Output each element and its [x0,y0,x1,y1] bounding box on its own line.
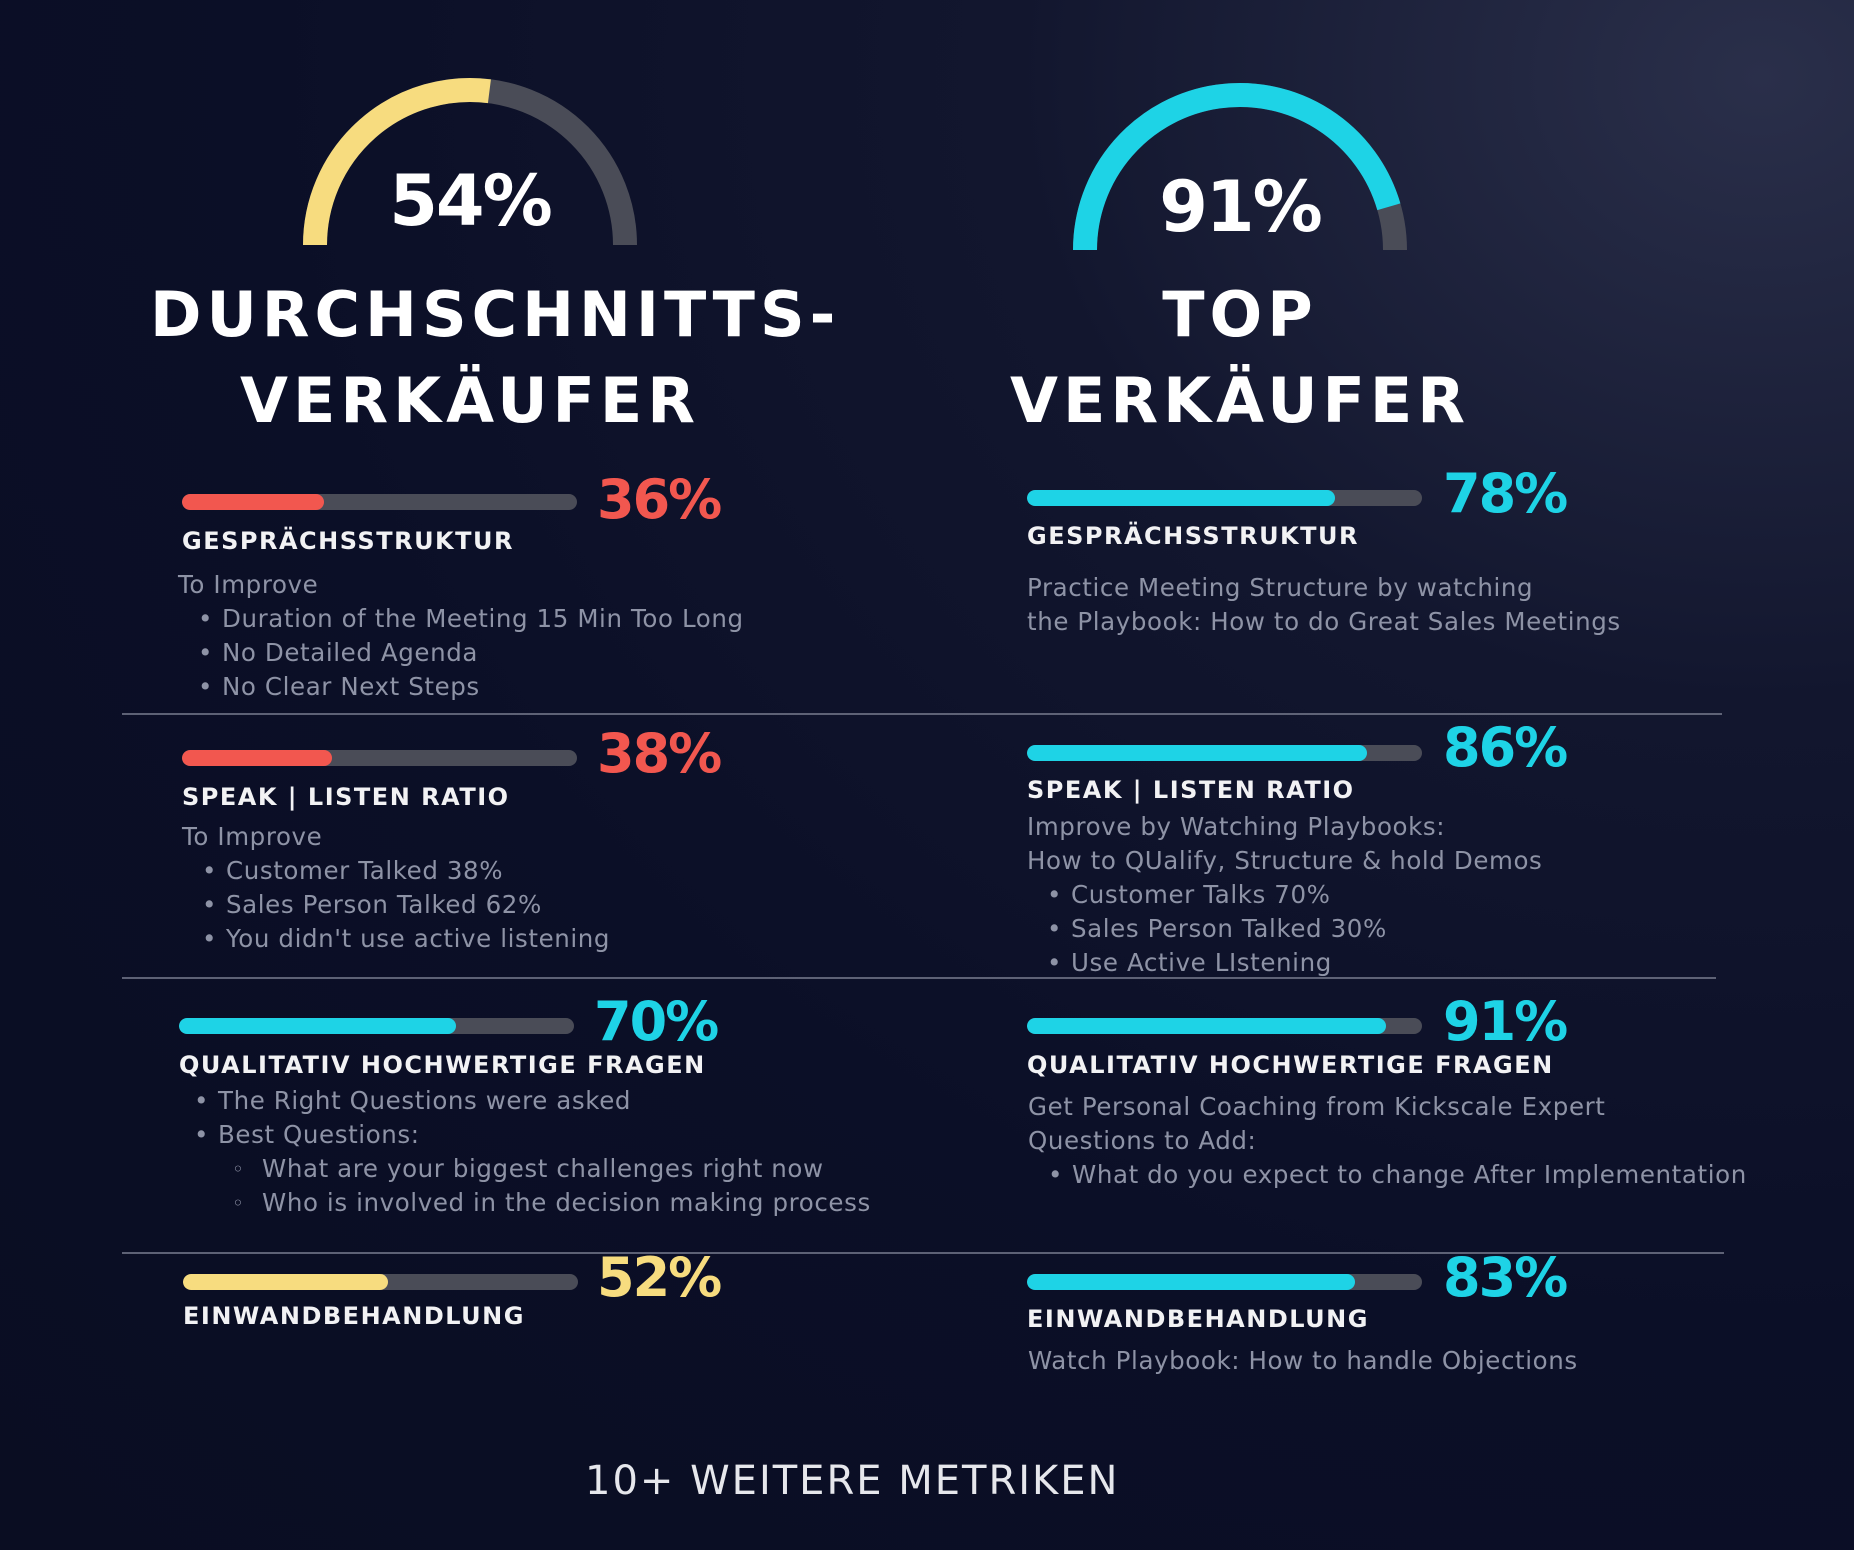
right-metric4-bar-fill [1027,1274,1355,1290]
right-metric3-line: Questions to Add: [1028,1126,1257,1155]
right-metric4-title: EINWANDBEHANDLUNG [1027,1305,1369,1333]
left-metric3-title: QUALITATIV HOCHWERTIGE FRAGEN [179,1051,706,1079]
left-heading: DURCHSCHNITTS- VERKÄUFER [150,272,841,444]
left-metric4-title: EINWANDBEHANDLUNG [183,1302,525,1330]
right-gauge-fill [1073,83,1401,251]
right-gauge-value: 91% [1159,166,1323,248]
right-metric4-notes: Watch Playbook: How to handle Objections [1028,1344,1578,1378]
left-metric3-notes: The Right Questions were asked Best Ques… [174,1084,871,1220]
right-metric2-title: SPEAK | LISTEN RATIO [1027,776,1355,804]
left-metric1-bar [182,494,577,510]
right-metric4-percent: 83% [1443,1246,1568,1309]
left-metric3-bullet: The Right Questions were asked [174,1084,871,1118]
right-metric3-percent: 91% [1443,990,1568,1053]
left-metric1-bullet: No Detailed Agenda [178,636,744,670]
right-metric1-percent: 78% [1443,462,1568,525]
left-metric3-sub-bullet: What are your biggest challenges right n… [174,1152,871,1186]
left-metric3-sub-bullet: Who is involved in the decision making p… [174,1186,871,1220]
left-metric1-bar-fill [182,494,325,510]
right-metric1-bar [1027,490,1422,506]
left-gauge [303,78,637,246]
left-metric3-bar [179,1018,574,1034]
left-heading-line1: DURCHSCHNITTS- [150,278,841,351]
right-metric2-line: How to QUalify, Structure & hold Demos [1027,846,1543,875]
right-metric2-bar [1027,745,1422,761]
right-metric1-line: the Playbook: How to do Great Sales Meet… [1027,607,1621,636]
right-metric1-title: GESPRÄCHSSTRUKTUR [1027,522,1359,550]
right-metric3-notes: Get Personal Coaching from Kickscale Exp… [1028,1090,1747,1192]
left-metric4-bar-fill [183,1274,389,1290]
right-metric3-bar [1027,1018,1422,1034]
footer-more-metrics: 10+ WEITERE METRIKEN [585,1458,1120,1504]
left-metric2-bullet: Customer Talked 38% [182,854,610,888]
right-metric1-notes: Practice Meeting Structure by watching t… [1027,571,1621,639]
left-metric2-bullet: Sales Person Talked 62% [182,888,610,922]
right-heading-line1: TOP [1162,278,1318,351]
left-metric3-bullet: Best Questions: [174,1118,871,1152]
right-metric3-bar-fill [1027,1018,1387,1034]
left-metric2-note-head: To Improve [182,822,323,851]
section-divider [122,1252,1724,1254]
right-metric2-bullet: Use Active LIstening [1027,946,1542,980]
left-metric1-bullet: Duration of the Meeting 15 Min Too Long [178,602,744,636]
right-metric1-line: Practice Meeting Structure by watching [1027,573,1534,602]
left-metric1-percent: 36% [597,468,722,531]
right-metric3-title: QUALITATIV HOCHWERTIGE FRAGEN [1027,1051,1554,1079]
left-metric2-bar-fill [182,750,333,766]
right-metric2-percent: 86% [1443,716,1568,779]
left-metric1-bullet: No Clear Next Steps [178,670,744,704]
left-heading-line2: VERKÄUFER [240,364,700,437]
left-metric3-bar-fill [179,1018,456,1034]
right-metric1-bar-fill [1027,490,1336,506]
right-metric3-line: Get Personal Coaching from Kickscale Exp… [1028,1092,1606,1121]
right-gauge [1073,83,1407,251]
section-divider [122,713,1722,715]
left-metric1-notes: To Improve Duration of the Meeting 15 Mi… [178,568,744,704]
left-metric3-percent: 70% [594,990,719,1053]
section-divider [122,977,1716,979]
left-metric2-title: SPEAK | LISTEN RATIO [182,783,510,811]
left-metric4-bar [183,1274,578,1290]
right-metric2-line: Improve by Watching Playbooks: [1027,812,1446,841]
left-metric2-bar [182,750,577,766]
left-metric2-percent: 38% [597,722,722,785]
right-metric3-bullet: What do you expect to change After Imple… [1028,1158,1747,1192]
right-metric2-bullet: Sales Person Talked 30% [1027,912,1542,946]
left-metric4-percent: 52% [597,1246,722,1309]
left-metric2-bullet: You didn't use active listening [182,922,610,956]
left-metric1-title: GESPRÄCHSSTRUKTUR [182,527,514,555]
right-heading-line2: VERKÄUFER [1010,364,1470,437]
left-gauge-fill [303,78,491,246]
right-metric4-bar [1027,1274,1422,1290]
right-metric2-notes: Improve by Watching Playbooks: How to QU… [1027,810,1542,980]
left-metric1-note-head: To Improve [178,570,319,599]
left-gauge-value: 54% [389,160,553,242]
right-metric2-bar-fill [1027,745,1367,761]
left-metric2-notes: To Improve Customer Talked 38% Sales Per… [182,820,610,956]
right-heading: TOP VERKÄUFER [1000,272,1480,444]
right-metric4-line: Watch Playbook: How to handle Objections [1028,1346,1578,1375]
right-metric2-bullet: Customer Talks 70% [1027,878,1542,912]
